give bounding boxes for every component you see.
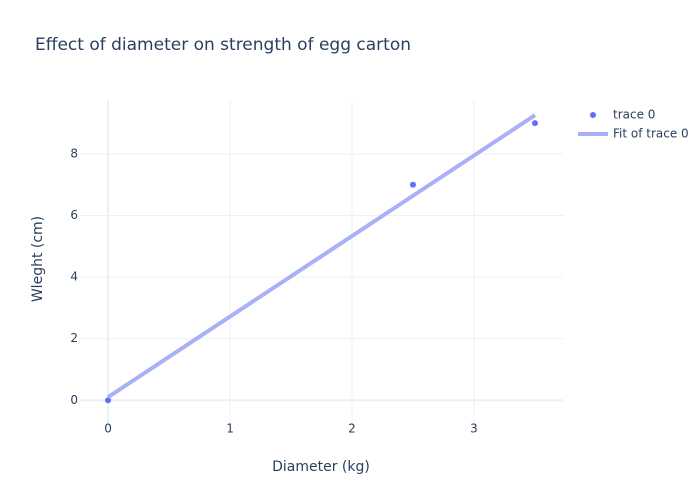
y-tick-label: 6: [70, 208, 78, 222]
legend-label: trace 0: [613, 108, 655, 122]
x-tick-label: 3: [470, 422, 478, 436]
legend-swatch: [590, 112, 596, 118]
x-tick-label: 1: [226, 422, 234, 436]
y-tick-label: 2: [70, 331, 78, 345]
point: [409, 181, 416, 188]
point: [531, 120, 538, 127]
y-tick-label: 8: [70, 146, 78, 160]
point: [105, 397, 112, 404]
fit-line: [106, 113, 537, 399]
x-tick-label: 2: [348, 422, 356, 436]
x-tick-label: 0: [104, 422, 112, 436]
y-axis-title: Wleght (cm): [30, 216, 46, 302]
chart-title: Effect of diameter on strength of egg ca…: [35, 35, 411, 55]
legend-label: Fit of trace 0: [613, 127, 689, 141]
y-tick-label: 4: [70, 270, 78, 284]
x-axis-title: Diameter (kg): [272, 459, 370, 475]
y-tick-label: 0: [70, 393, 78, 407]
